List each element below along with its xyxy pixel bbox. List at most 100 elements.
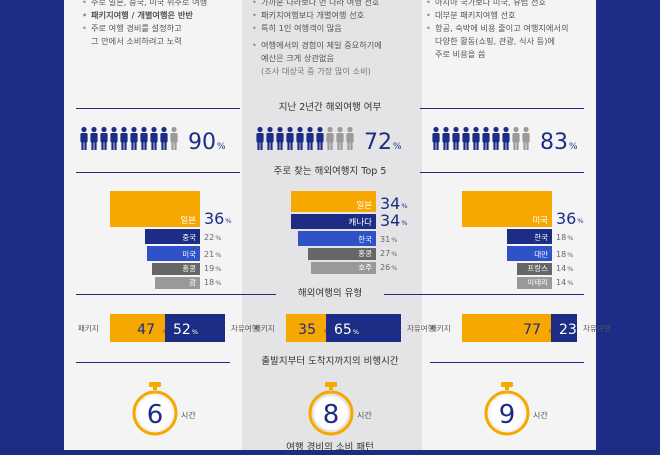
person-icon bbox=[496, 142, 499, 150]
destination-unit: % bbox=[401, 202, 407, 210]
note: 주로 비용을 씀 bbox=[435, 49, 486, 59]
person-icon bbox=[462, 133, 470, 143]
section-title-flight: 출발지부터 도착지까지의 비행시간 bbox=[76, 355, 584, 369]
package-unit: % bbox=[324, 328, 330, 336]
person-icon bbox=[503, 126, 509, 133]
destination-label: 일본 bbox=[180, 216, 196, 226]
destination-value: 27 bbox=[380, 249, 390, 258]
destination-label: 프랑스 bbox=[527, 264, 548, 273]
note: 주로 일본, 중국, 미국 위주로 여행 bbox=[82, 0, 207, 9]
person-icon bbox=[463, 142, 466, 150]
destination-value: 18 bbox=[556, 250, 566, 259]
person-icon bbox=[161, 126, 167, 133]
person-icon bbox=[522, 133, 530, 143]
destination-bar bbox=[517, 277, 552, 289]
person-icon bbox=[443, 142, 446, 150]
package-label: 패키지 bbox=[78, 323, 99, 333]
notes-column-3: 아시아 국가보다 미국, 유럽 선호 대부분 패키지여행 선호 항공, 숙박에 … bbox=[426, 0, 569, 61]
person-icon bbox=[140, 133, 148, 143]
free-travel-value: 52 bbox=[173, 322, 191, 338]
stopwatch-face bbox=[490, 396, 524, 430]
person-icon bbox=[463, 126, 469, 133]
person-icon bbox=[466, 142, 469, 150]
person-icon bbox=[104, 142, 107, 150]
person-icon bbox=[141, 126, 147, 133]
note: 그 안에서 소비하려고 노력 bbox=[91, 36, 182, 46]
stopwatch-icon bbox=[505, 386, 509, 390]
person-icon bbox=[277, 142, 280, 150]
destination-bar bbox=[462, 191, 552, 227]
destination-bar bbox=[291, 191, 376, 212]
stopwatch-face bbox=[138, 396, 172, 430]
stopwatch-icon bbox=[329, 386, 333, 390]
destination-label: 홍콩 bbox=[358, 248, 372, 258]
destination-unit: % bbox=[215, 265, 221, 273]
note: 다양한 활동(쇼핑, 관광, 식사 등)에 bbox=[435, 36, 555, 46]
person-icon bbox=[446, 142, 449, 150]
person-icon bbox=[493, 142, 496, 150]
person-icon bbox=[154, 142, 157, 150]
person-icon bbox=[267, 142, 270, 150]
person-icon bbox=[267, 126, 273, 133]
person-icon bbox=[266, 133, 274, 143]
note: 대부분 패키지여행 선호 bbox=[426, 9, 569, 22]
person-icon bbox=[433, 126, 439, 133]
person-icon bbox=[131, 126, 137, 133]
person-icon bbox=[330, 142, 333, 150]
person-icon bbox=[300, 142, 303, 150]
person-icon bbox=[124, 142, 127, 150]
flight-hours-unit: 시간 bbox=[533, 410, 548, 420]
person-icon bbox=[350, 142, 353, 150]
person-icon bbox=[433, 142, 436, 150]
person-icon bbox=[120, 133, 128, 143]
person-icon bbox=[151, 142, 154, 150]
note: 패키지여행보다 개별여행 선호 bbox=[252, 9, 382, 22]
person-icon bbox=[513, 126, 519, 133]
person-icon bbox=[493, 126, 499, 133]
notes-column-2: 가까운 나라보다 먼 나라 여행 선호 패키지여행보다 개별여행 선호 특히 1… bbox=[252, 0, 382, 78]
person-icon bbox=[337, 126, 343, 133]
person-icon bbox=[476, 142, 479, 150]
note: 특히 1인 여행객이 많음 bbox=[252, 22, 382, 35]
package-label: 패키지 bbox=[430, 323, 451, 333]
section-title-top5: 주로 찾는 해외여행지 Top 5 bbox=[76, 165, 584, 179]
destination-label: 이태리 bbox=[527, 277, 548, 287]
free-travel-unit: % bbox=[353, 328, 359, 336]
destination-unit: % bbox=[577, 217, 583, 225]
person-icon bbox=[160, 133, 168, 143]
person-icon bbox=[91, 126, 97, 133]
person-icon bbox=[456, 142, 459, 150]
person-icon bbox=[81, 126, 87, 133]
person-icon bbox=[327, 142, 330, 150]
destination-bar bbox=[298, 231, 376, 246]
person-icon bbox=[473, 142, 476, 150]
person-icon bbox=[111, 126, 117, 133]
person-icon bbox=[347, 142, 350, 150]
person-icon bbox=[492, 133, 500, 143]
person-icon bbox=[150, 133, 158, 143]
destination-unit: % bbox=[215, 279, 221, 287]
person-icon bbox=[523, 142, 526, 150]
section-title-type: 해외여행의 유형 bbox=[76, 287, 584, 301]
person-icon bbox=[453, 142, 456, 150]
person-icon bbox=[526, 142, 529, 150]
person-icon bbox=[161, 142, 164, 150]
destination-value: 26 bbox=[380, 263, 390, 272]
person-icon bbox=[257, 142, 260, 150]
flight-hours-value: 6 bbox=[147, 400, 164, 430]
person-icon bbox=[307, 126, 313, 133]
person-icon bbox=[472, 133, 480, 143]
person-icon bbox=[442, 133, 450, 143]
free-travel-bar bbox=[165, 314, 225, 342]
person-icon bbox=[523, 126, 529, 133]
free-travel-unit: % bbox=[192, 328, 198, 336]
destination-label: 홍콩 bbox=[182, 263, 196, 273]
destination-unit: % bbox=[391, 250, 397, 258]
destination-value: 14 bbox=[556, 278, 566, 287]
stopwatch-icon bbox=[153, 386, 157, 390]
destination-label: 대만 bbox=[534, 250, 548, 259]
person-icon bbox=[121, 126, 127, 133]
person-icon bbox=[483, 126, 489, 133]
destination-value: 31 bbox=[380, 235, 390, 244]
